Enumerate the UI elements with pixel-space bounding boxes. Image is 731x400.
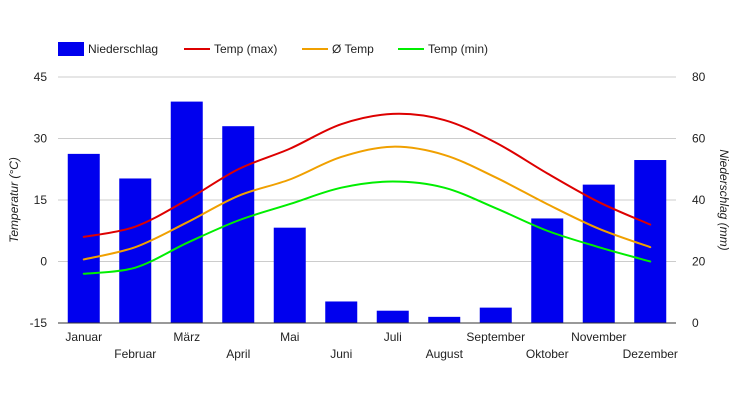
right-tick-label: 0 xyxy=(692,316,699,330)
left-tick-label: 0 xyxy=(40,255,47,269)
line-avg-temp xyxy=(82,145,652,261)
legend-label-niederschlag: Niederschlag xyxy=(88,42,158,56)
left-axis-title: Temperatur (°C) xyxy=(7,157,21,243)
left-tick-label: -15 xyxy=(30,316,48,330)
legend-label-avg-temp: Ø Temp xyxy=(332,42,374,56)
legend: Niederschlag Temp (max) Ø Temp Temp (min) xyxy=(58,42,488,56)
left-tick-label: 15 xyxy=(34,193,48,207)
x-tick-label: August xyxy=(426,347,464,361)
x-tick-label: Januar xyxy=(65,330,102,344)
bar-niederschlag xyxy=(325,301,358,323)
bar-niederschlag xyxy=(376,310,409,323)
bar-niederschlag xyxy=(634,160,667,323)
bar-niederschlag xyxy=(273,227,306,323)
legend-label-temp-max: Temp (max) xyxy=(214,42,277,56)
precipitation-bars xyxy=(67,101,667,323)
x-tick-label: Oktober xyxy=(526,347,569,361)
bar-niederschlag xyxy=(479,307,512,323)
right-tick-label: 80 xyxy=(692,70,706,84)
bar-niederschlag xyxy=(582,184,615,323)
line-temp-min xyxy=(82,180,652,275)
x-tick-label: November xyxy=(571,330,626,344)
x-tick-label: September xyxy=(466,330,525,344)
x-tick-label: Februar xyxy=(114,347,156,361)
legend-label-temp-min: Temp (min) xyxy=(428,42,488,56)
right-tick-label: 20 xyxy=(692,255,706,269)
left-tick-label: 45 xyxy=(34,70,48,84)
x-tick-label: März xyxy=(173,330,200,344)
bar-niederschlag xyxy=(170,101,203,323)
bar-niederschlag xyxy=(531,218,564,323)
temperature-lines xyxy=(82,112,652,275)
left-tick-label: 30 xyxy=(34,132,48,146)
x-tick-label: April xyxy=(226,347,250,361)
x-tick-label: Juni xyxy=(330,347,352,361)
x-tick-label: Mai xyxy=(280,330,299,344)
bar-niederschlag xyxy=(67,153,100,323)
line-temp-max xyxy=(82,112,652,238)
right-tick-label: 60 xyxy=(692,132,706,146)
legend-swatch-niederschlag xyxy=(58,42,84,56)
right-axis-title: Niederschlag (mm) xyxy=(717,149,731,250)
axes: -15 0 15 30 45 0 20 40 60 80 Temperatur (°C) Nieder… xyxy=(7,70,731,361)
x-tick-label: Dezember xyxy=(623,347,678,361)
right-tick-label: 40 xyxy=(692,193,706,207)
x-tick-label: Juli xyxy=(384,330,402,344)
bar-niederschlag xyxy=(428,316,461,323)
